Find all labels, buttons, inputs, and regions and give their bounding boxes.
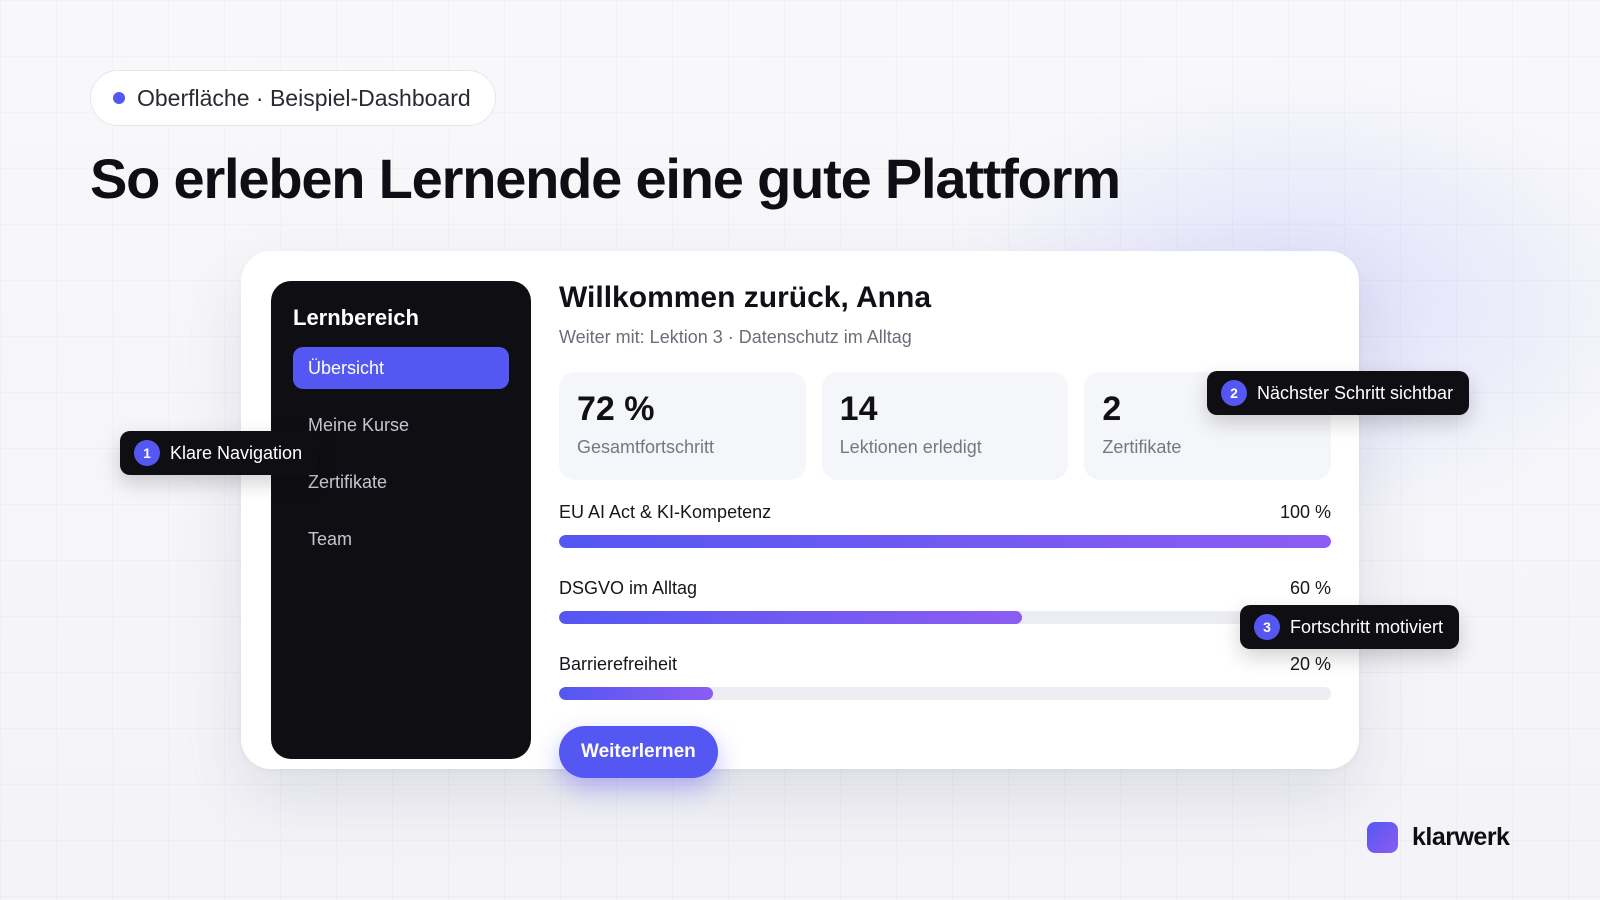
callout-label: Klare Navigation — [170, 442, 303, 463]
course-percent: 60 % — [1289, 578, 1331, 598]
sidebar-item-my-courses[interactable]: Meine Kurse — [308, 414, 410, 435]
dot-icon — [113, 92, 125, 104]
brand-name: klarwerk — [1412, 823, 1510, 851]
course-progress-item: EU AI Act & KI-Kompetenz 100 % — [559, 502, 1331, 548]
callout-label: Nächster Schritt sichtbar — [1257, 382, 1454, 403]
welcome-heading: Willkommen zurück, Anna — [559, 281, 932, 314]
course-progress-item: DSGVO im Alltag 60 % — [559, 578, 1331, 624]
brand-logo: klarwerk — [1367, 822, 1510, 853]
sidebar-item-certificates[interactable]: Zertifikate — [308, 471, 388, 492]
sidebar: Lernbereich Übersicht Meine Kurse Zertif… — [271, 281, 531, 759]
progress-fill — [559, 611, 1023, 624]
progress-fill — [559, 535, 1331, 548]
progress-fill — [559, 687, 714, 700]
callout-label: Fortschritt motiviert — [1290, 616, 1444, 637]
stat-card-progress: 72 % Gesamtfortschritt — [559, 372, 806, 480]
eyebrow-label: Oberfläche · Beispiel-Dashboard — [137, 84, 471, 111]
course-percent: 100 % — [1279, 502, 1331, 522]
next-step-text: Weiter mit: Lektion 3 · Datenschutz im A… — [559, 327, 912, 347]
course-progress-item: Barrierefreiheit 20 % — [559, 654, 1331, 700]
progress-track — [559, 535, 1331, 548]
progress-track — [559, 687, 1331, 700]
stat-value: 72 % — [577, 390, 655, 428]
stat-card-lessons: 14 Lektionen erledigt — [821, 372, 1069, 480]
stat-label: Lektionen erledigt — [839, 437, 982, 457]
course-name: DSGVO im Alltag — [559, 578, 698, 598]
main-content: Willkommen zurück, Anna Weiter mit: Lekt… — [559, 281, 1332, 778]
page-headline: So erleben Lernende eine gute Plattform — [90, 147, 1121, 210]
logo-mark-icon — [1367, 822, 1398, 853]
course-name: Barrierefreiheit — [559, 654, 678, 674]
progress-track — [559, 611, 1331, 624]
stat-label: Zertifikate — [1102, 437, 1182, 457]
eyebrow-badge: Oberfläche · Beispiel-Dashboard — [90, 70, 496, 126]
course-name: EU AI Act & KI-Kompetenz — [559, 502, 772, 522]
continue-learning-button[interactable]: Weiterlernen — [559, 726, 718, 778]
callout-progress: 3 Fortschritt motiviert — [1240, 605, 1460, 649]
stat-value: 14 — [839, 390, 878, 428]
stats-row: 72 % Gesamtfortschritt 14 Lektionen erle… — [559, 372, 1332, 480]
callout-number: 1 — [134, 440, 160, 466]
course-percent: 20 % — [1289, 654, 1331, 674]
callout-number: 2 — [1221, 380, 1247, 406]
callout-number: 3 — [1254, 614, 1280, 640]
stat-value: 2 — [1102, 390, 1122, 428]
sidebar-item-overview[interactable]: Übersicht — [293, 347, 509, 389]
callout-next-step: 2 Nächster Schritt sichtbar — [1207, 371, 1470, 415]
callout-navigation: 1 Klare Navigation — [120, 431, 319, 475]
dashboard-card: Lernbereich Übersicht Meine Kurse Zertif… — [241, 251, 1359, 778]
sidebar-title: Lernbereich — [293, 305, 419, 330]
sidebar-item-team[interactable]: Team — [308, 528, 353, 549]
stat-label: Gesamtfortschritt — [577, 437, 715, 457]
